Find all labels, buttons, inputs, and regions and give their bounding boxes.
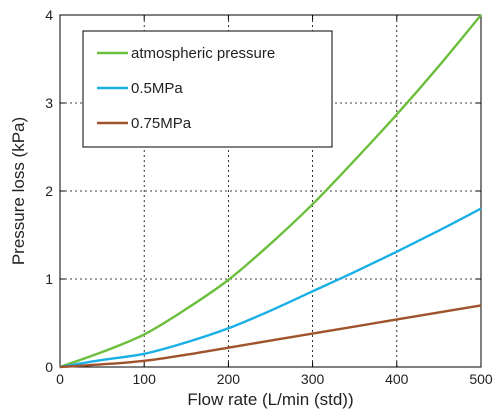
- series-line-3: [59, 304, 482, 369]
- legend-label-1: atmospheric pressure: [131, 45, 275, 62]
- x-axis-label: Flow rate (L/min (std)): [187, 390, 353, 409]
- series-lines: [59, 14, 482, 369]
- y-tick-label: 3: [45, 95, 53, 111]
- series-line-1: [59, 14, 482, 369]
- x-tick-label: 0: [56, 371, 64, 387]
- x-axis-ticks: 0 100 200 300 400 500: [56, 15, 493, 387]
- y-tick-label: 1: [45, 271, 53, 287]
- y-tick-label: 0: [45, 359, 53, 375]
- y-axis-label: Pressure loss (kPa): [9, 117, 28, 265]
- y-tick-label: 4: [45, 7, 53, 23]
- legend-label-3: 0.75MPa: [131, 115, 192, 132]
- legend-label-2: 0.5MPa: [131, 80, 183, 97]
- series-line-2: [59, 207, 482, 369]
- legend: atmospheric pressure 0.5MPa 0.75MPa: [82, 30, 333, 148]
- x-tick-label: 400: [385, 371, 409, 387]
- x-tick-label: 500: [469, 371, 493, 387]
- x-tick-label: 100: [133, 371, 157, 387]
- x-tick-label: 300: [301, 371, 325, 387]
- y-axis-ticks: 0 1 2 3 4: [45, 7, 481, 375]
- legend-box: [82, 30, 333, 148]
- y-tick-label: 2: [45, 183, 53, 199]
- x-tick-label: 200: [217, 371, 241, 387]
